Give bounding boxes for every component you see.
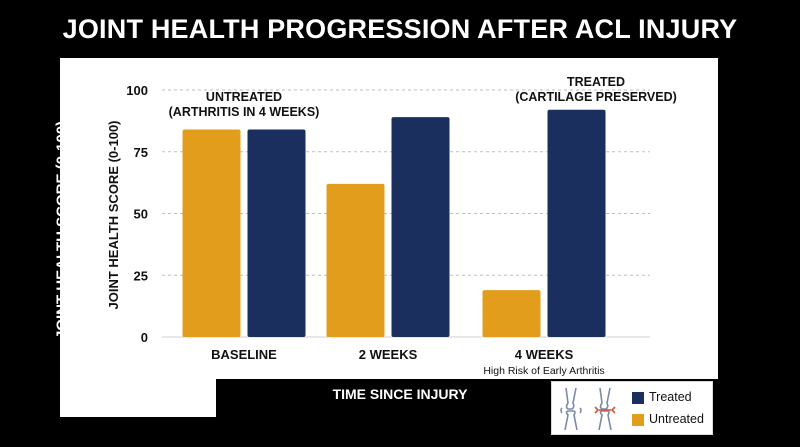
y-tick-label: 100 xyxy=(126,83,148,98)
y-tick-label: 0 xyxy=(141,330,148,345)
bar-untreated-2 xyxy=(482,290,541,337)
bar-treated-0 xyxy=(247,129,306,337)
knee-comparison-icon xyxy=(560,387,616,431)
legend-label-untreated: Untreated xyxy=(649,412,704,426)
bar-untreated-0 xyxy=(182,129,241,337)
chart-title: JOINT HEALTH PROGRESSION AFTER ACL INJUR… xyxy=(62,14,738,44)
chart-panel xyxy=(60,58,718,379)
y-tick-label: 50 xyxy=(134,207,148,222)
y-axis-title-inner: JOINT HEALTH SCORE (0-100) xyxy=(106,120,121,309)
x-tick-sublabel: High Risk of Early Arthritis xyxy=(483,365,604,377)
legend-label-treated: Treated xyxy=(649,390,692,404)
annotation-0-line-1: (ARTHRITIS IN 4 WEEKS) xyxy=(169,105,320,119)
x-axis-title: TIME SINCE INJURY xyxy=(332,386,468,402)
x-tick-label: 4 WEEKS xyxy=(515,347,574,362)
y-tick-label: 25 xyxy=(134,268,148,283)
x-tick-label: 2 WEEKS xyxy=(359,347,418,362)
annotation-0-line-0: UNTREATED xyxy=(206,90,282,104)
bar-treated-1 xyxy=(391,117,450,337)
x-tick-label: BASELINE xyxy=(211,347,277,362)
legend: Treated Untreated xyxy=(551,381,713,435)
legend-swatch-untreated xyxy=(632,414,644,426)
annotation-1-line-1: (CARTILAGE PRESERVED) xyxy=(515,90,677,104)
annotation-1-line-0: TREATED xyxy=(567,75,625,89)
legend-swatch-treated xyxy=(632,392,644,404)
y-tick-label: 75 xyxy=(134,145,148,160)
bar-untreated-1 xyxy=(326,183,385,337)
bar-treated-2 xyxy=(547,109,606,337)
chart-panel-extension xyxy=(60,378,216,417)
